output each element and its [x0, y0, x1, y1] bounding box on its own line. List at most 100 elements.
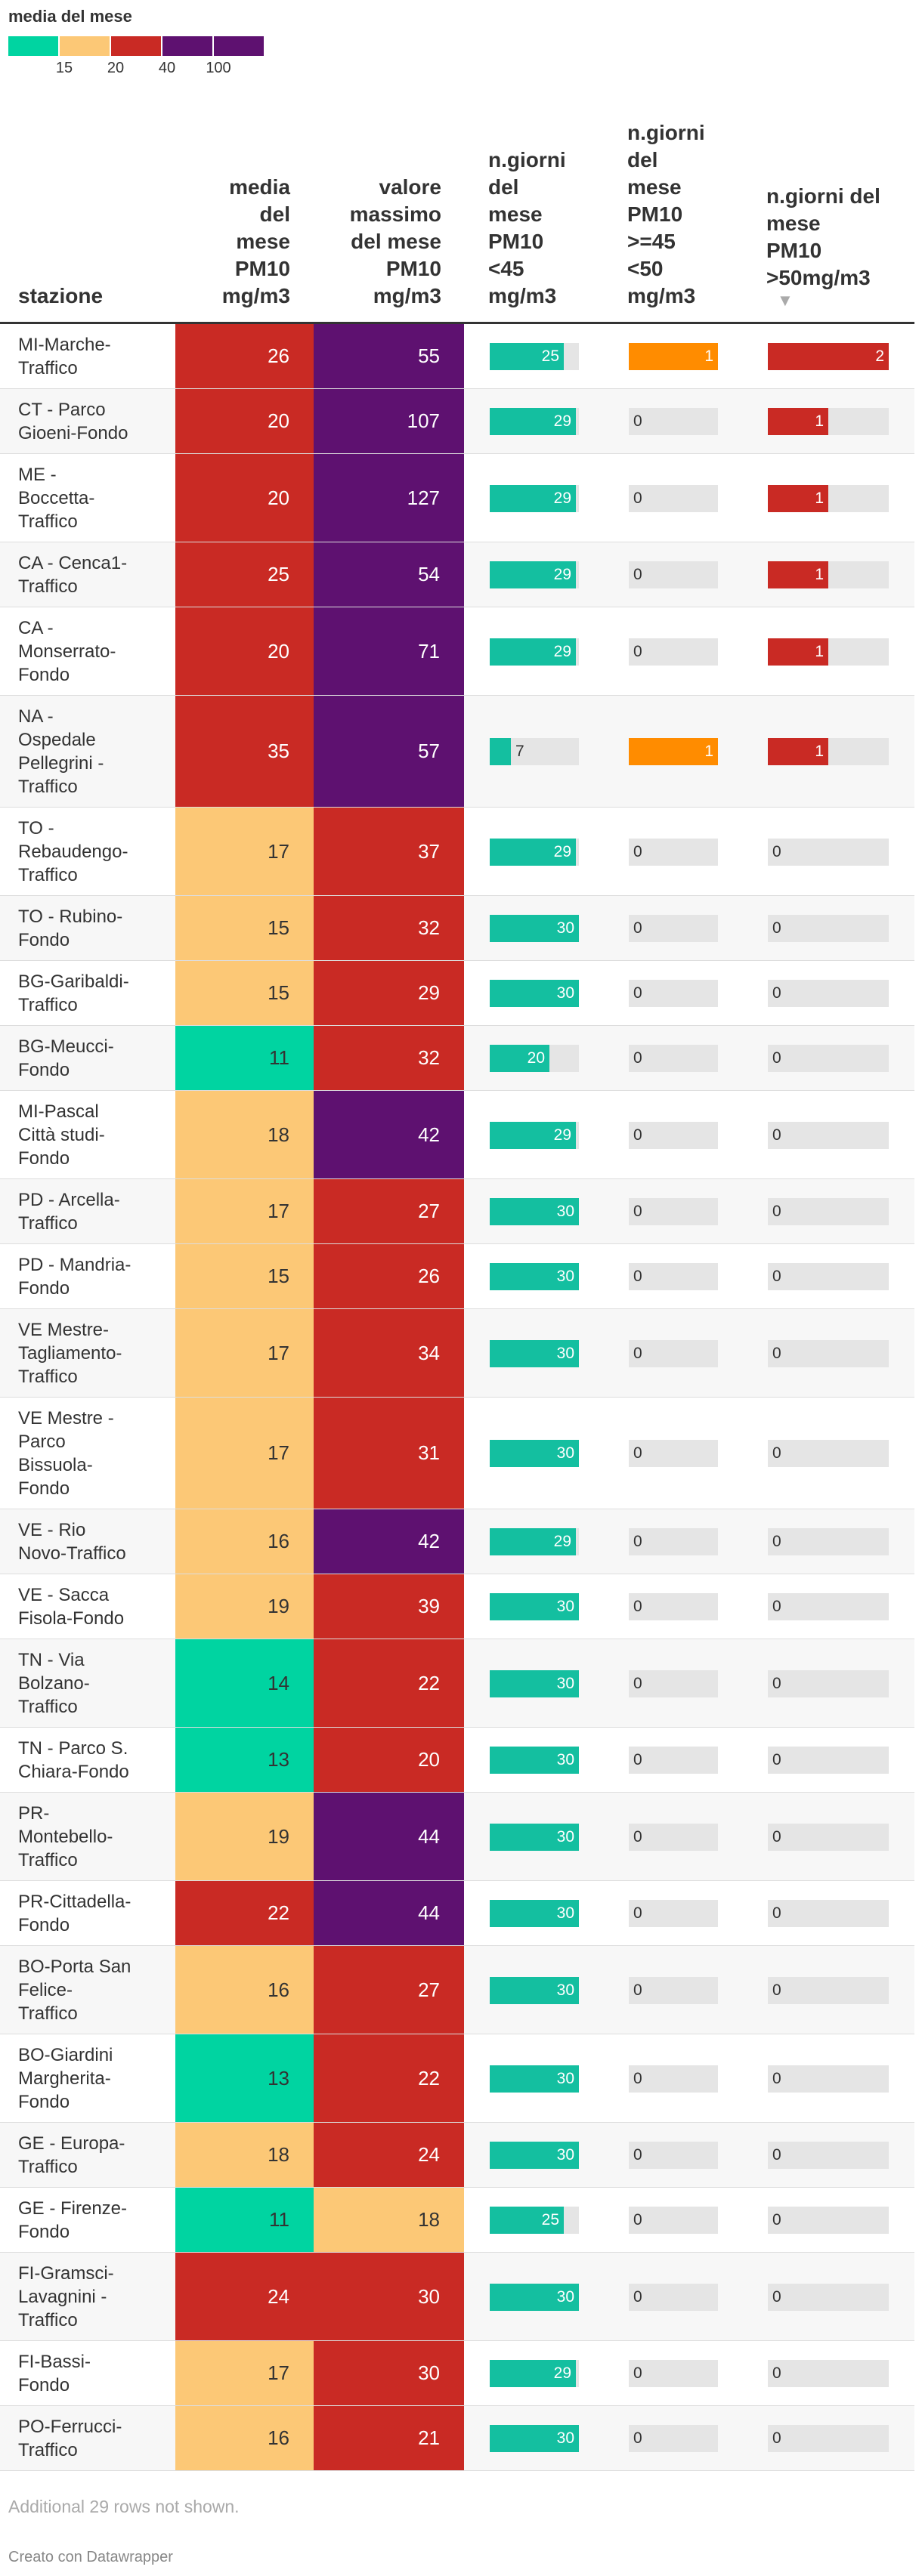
- mean-cell: 15: [175, 1244, 314, 1308]
- bar-days-gt50: 0: [768, 2284, 889, 2311]
- bar-value-label: 29: [553, 843, 571, 860]
- bar-value-label: 0: [633, 1126, 642, 1144]
- station-name-line: TN - Parco S.: [18, 1738, 128, 1759]
- station-name-line: BG-Garibaldi-: [18, 971, 129, 992]
- table-row: CA - Cenca1- Traffico 25 54 29 0 1: [0, 542, 914, 607]
- bar-fill: [490, 1340, 579, 1367]
- station-name: TN - Parco S. Chiara-Fondo: [18, 1737, 129, 1784]
- table-row: BG-Meucci- Fondo 11 32 20 0 0: [0, 1026, 914, 1091]
- bar-days-lt45: 7: [490, 738, 579, 765]
- header-line: mese: [488, 202, 543, 226]
- station-name-line: Fondo: [18, 665, 70, 685]
- bar-fill: [490, 1900, 579, 1927]
- bar-days-lt45: 30: [490, 915, 579, 942]
- table-row: BO-Porta San Felice- Traffico 16 27 30 0 0: [0, 1946, 914, 2034]
- bar-value-label: 0: [633, 1675, 642, 1692]
- bar-days-45-50: 0: [629, 1977, 718, 2004]
- bar-value-label: 1: [815, 490, 824, 507]
- station-name-line: Traffico: [18, 2440, 78, 2460]
- station-name: CA - Monserrato- Fondo: [18, 616, 116, 687]
- max-cell: 42: [314, 1509, 464, 1574]
- station-name: PO-Ferrucci- Traffico: [18, 2415, 122, 2462]
- col-header-max[interactable]: valore massimo del mese PM10 mg/m3: [350, 174, 441, 310]
- bar-days-lt45: 29: [490, 1528, 579, 1555]
- col-header-days-gt50[interactable]: n.giorni del mese PM10 >50mg/m3 ▼: [766, 183, 880, 310]
- station-name-line: VE - Sacca: [18, 1585, 110, 1605]
- station-name-line: ME -: [18, 465, 57, 485]
- col-header-mean[interactable]: media del mese PM10 mg/m3: [222, 174, 290, 310]
- bar-days-45-50: 0: [629, 2142, 718, 2169]
- bar-value-label: 0: [772, 2211, 781, 2229]
- station-name: VE - Rio Novo-Traffico: [18, 1518, 126, 1565]
- max-cell: 32: [314, 896, 464, 960]
- bar-days-gt50: 1: [768, 485, 889, 512]
- header-line: >=45: [627, 230, 676, 253]
- bar-value-label: 0: [633, 1904, 642, 1922]
- bar-days-lt45: 30: [490, 1824, 579, 1851]
- bar-value-label: 0: [633, 490, 642, 507]
- table-row: PR- Montebello- Traffico 19 44 30 0 0: [0, 1793, 914, 1881]
- station-name: MI-Pascal Città studi- Fondo: [18, 1100, 105, 1170]
- bar-days-gt50: 0: [768, 1198, 889, 1225]
- bar-value-label: 1: [815, 643, 824, 660]
- header-line: mese: [766, 212, 821, 235]
- header-line: n.giorni del: [766, 184, 880, 208]
- bar-fill: [490, 2065, 579, 2093]
- bar-value-label: 30: [556, 984, 574, 1002]
- mean-cell: 17: [175, 808, 314, 895]
- col-header-days-lt45[interactable]: n.giorni del mese PM10 <45 mg/m3: [488, 147, 566, 310]
- bar-days-45-50: 1: [629, 738, 718, 765]
- header-line: del: [259, 202, 290, 226]
- max-cell: 42: [314, 1091, 464, 1178]
- bar-days-gt50: 0: [768, 1122, 889, 1149]
- bar-value-label: 0: [633, 2429, 642, 2447]
- station-name-line: CA -: [18, 618, 54, 638]
- station-name: BG-Garibaldi- Traffico: [18, 970, 129, 1017]
- col-header-days-45-50[interactable]: n.giorni del mese PM10 >=45 <50 mg/m3: [627, 119, 705, 310]
- bar-days-gt50: 0: [768, 1593, 889, 1620]
- bar-value-label: 30: [556, 1268, 574, 1285]
- bar-value-label: 0: [633, 412, 642, 430]
- max-cell: 29: [314, 961, 464, 1025]
- bar-days-gt50: 2: [768, 343, 889, 370]
- mean-cell: 16: [175, 1509, 314, 1574]
- table-row: BO-Giardini Margherita- Fondo 13 22 30 0 0: [0, 2034, 914, 2123]
- station-name: CT - Parco Gioeni-Fondo: [18, 398, 128, 445]
- station-name-line: PO-Ferrucci-: [18, 2417, 122, 2437]
- max-cell: 55: [314, 324, 464, 388]
- bar-fill: [490, 1747, 579, 1774]
- sort-descending-icon[interactable]: ▼: [777, 291, 794, 310]
- bar-days-lt45: 20: [490, 1045, 579, 1072]
- bar-value-label: 1: [815, 743, 824, 760]
- mean-cell: 20: [175, 454, 314, 542]
- bar-days-45-50: 0: [629, 408, 718, 435]
- bar-days-lt45: 29: [490, 638, 579, 666]
- legend-tick-label: 15: [55, 60, 73, 76]
- bar-value-label: 30: [556, 1675, 574, 1692]
- bar-fill: [490, 1670, 579, 1697]
- header-line: <50: [627, 257, 664, 280]
- station-name-line: Fondo: [18, 2375, 70, 2395]
- station-name: BG-Meucci- Fondo: [18, 1035, 114, 1082]
- bar-days-45-50: 0: [629, 1045, 718, 1072]
- station-name-line: Montebello-: [18, 1827, 113, 1847]
- bar-value-label: 30: [556, 1203, 574, 1220]
- bar-value-label: 29: [553, 412, 571, 430]
- bar-days-gt50: 0: [768, 980, 889, 1007]
- credit-link[interactable]: Creato con Datawrapper: [8, 2549, 173, 2565]
- col-header-station[interactable]: stazione: [18, 284, 104, 307]
- station-name-line: Città studi-: [18, 1125, 105, 1145]
- max-cell: 21: [314, 2406, 464, 2470]
- station-name-line: PR-Cittadella-: [18, 1892, 131, 1912]
- bar-days-gt50: 0: [768, 1340, 889, 1367]
- max-cell: 54: [314, 542, 464, 607]
- table-row: PR-Cittadella- Fondo 22 44 30 0 0: [0, 1881, 914, 1946]
- station-name-line: Fisola-Fondo: [18, 1608, 125, 1629]
- bar-value-label: 30: [556, 1345, 574, 1362]
- bar-value-label: 7: [515, 743, 524, 760]
- table-row: MI-Marche- Traffico 26 55 25 1 2: [0, 324, 914, 389]
- station-name: BO-Giardini Margherita- Fondo: [18, 2043, 113, 2114]
- bar-value-label: 30: [556, 1444, 574, 1462]
- header-line: mg/m3: [373, 284, 441, 307]
- station-name-line: BO-Porta San: [18, 1957, 131, 1977]
